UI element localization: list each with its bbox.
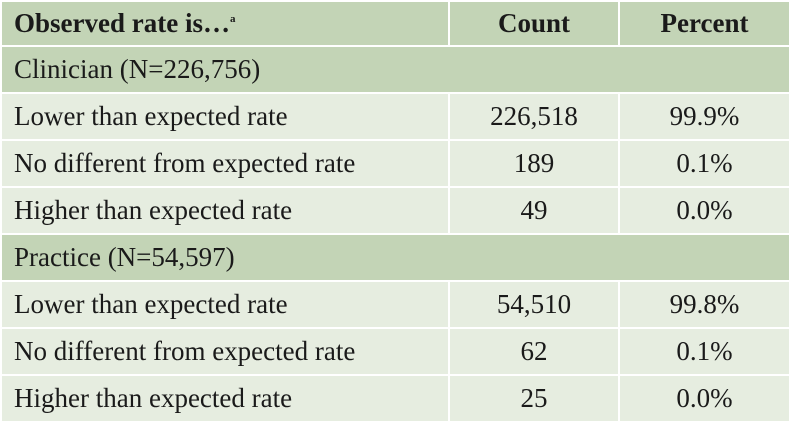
row-label: Higher than expected rate (0, 374, 450, 423)
row-percent: 0.0% (618, 374, 790, 423)
row-count: 25 (448, 374, 620, 423)
header-row: Observed rate is…a Count Percent (0, 0, 790, 47)
table-row: Lower than expected rate 54,510 99.8% (0, 280, 790, 329)
row-count: 226,518 (448, 92, 620, 141)
table-row: Lower than expected rate 226,518 99.9% (0, 92, 790, 141)
group-title: Practice (N=54,597) (0, 233, 790, 282)
row-percent: 99.8% (618, 280, 790, 329)
row-percent: 0.0% (618, 186, 790, 235)
table-row: No different from expected rate 62 0.1% (0, 327, 790, 376)
row-count: 54,510 (448, 280, 620, 329)
table-row: Higher than expected rate 49 0.0% (0, 186, 790, 235)
row-count: 62 (448, 327, 620, 376)
table-row: No different from expected rate 189 0.1% (0, 139, 790, 188)
group-row-practice: Practice (N=54,597) (0, 233, 790, 282)
row-percent: 0.1% (618, 327, 790, 376)
group-row-clinician: Clinician (N=226,756) (0, 45, 790, 94)
header-count: Count (448, 0, 620, 47)
row-label: Lower than expected rate (0, 280, 450, 329)
header-percent: Percent (618, 0, 790, 47)
row-label: No different from expected rate (0, 139, 450, 188)
header-observed-rate: Observed rate is…a (0, 0, 450, 47)
row-label: Lower than expected rate (0, 92, 450, 141)
group-title: Clinician (N=226,756) (0, 45, 790, 94)
row-count: 189 (448, 139, 620, 188)
table-row: Higher than expected rate 25 0.0% (0, 374, 790, 423)
footnote-marker: a (229, 13, 236, 25)
row-label: Higher than expected rate (0, 186, 450, 235)
row-label: No different from expected rate (0, 327, 450, 376)
row-count: 49 (448, 186, 620, 235)
row-percent: 0.1% (618, 139, 790, 188)
row-percent: 99.9% (618, 92, 790, 141)
